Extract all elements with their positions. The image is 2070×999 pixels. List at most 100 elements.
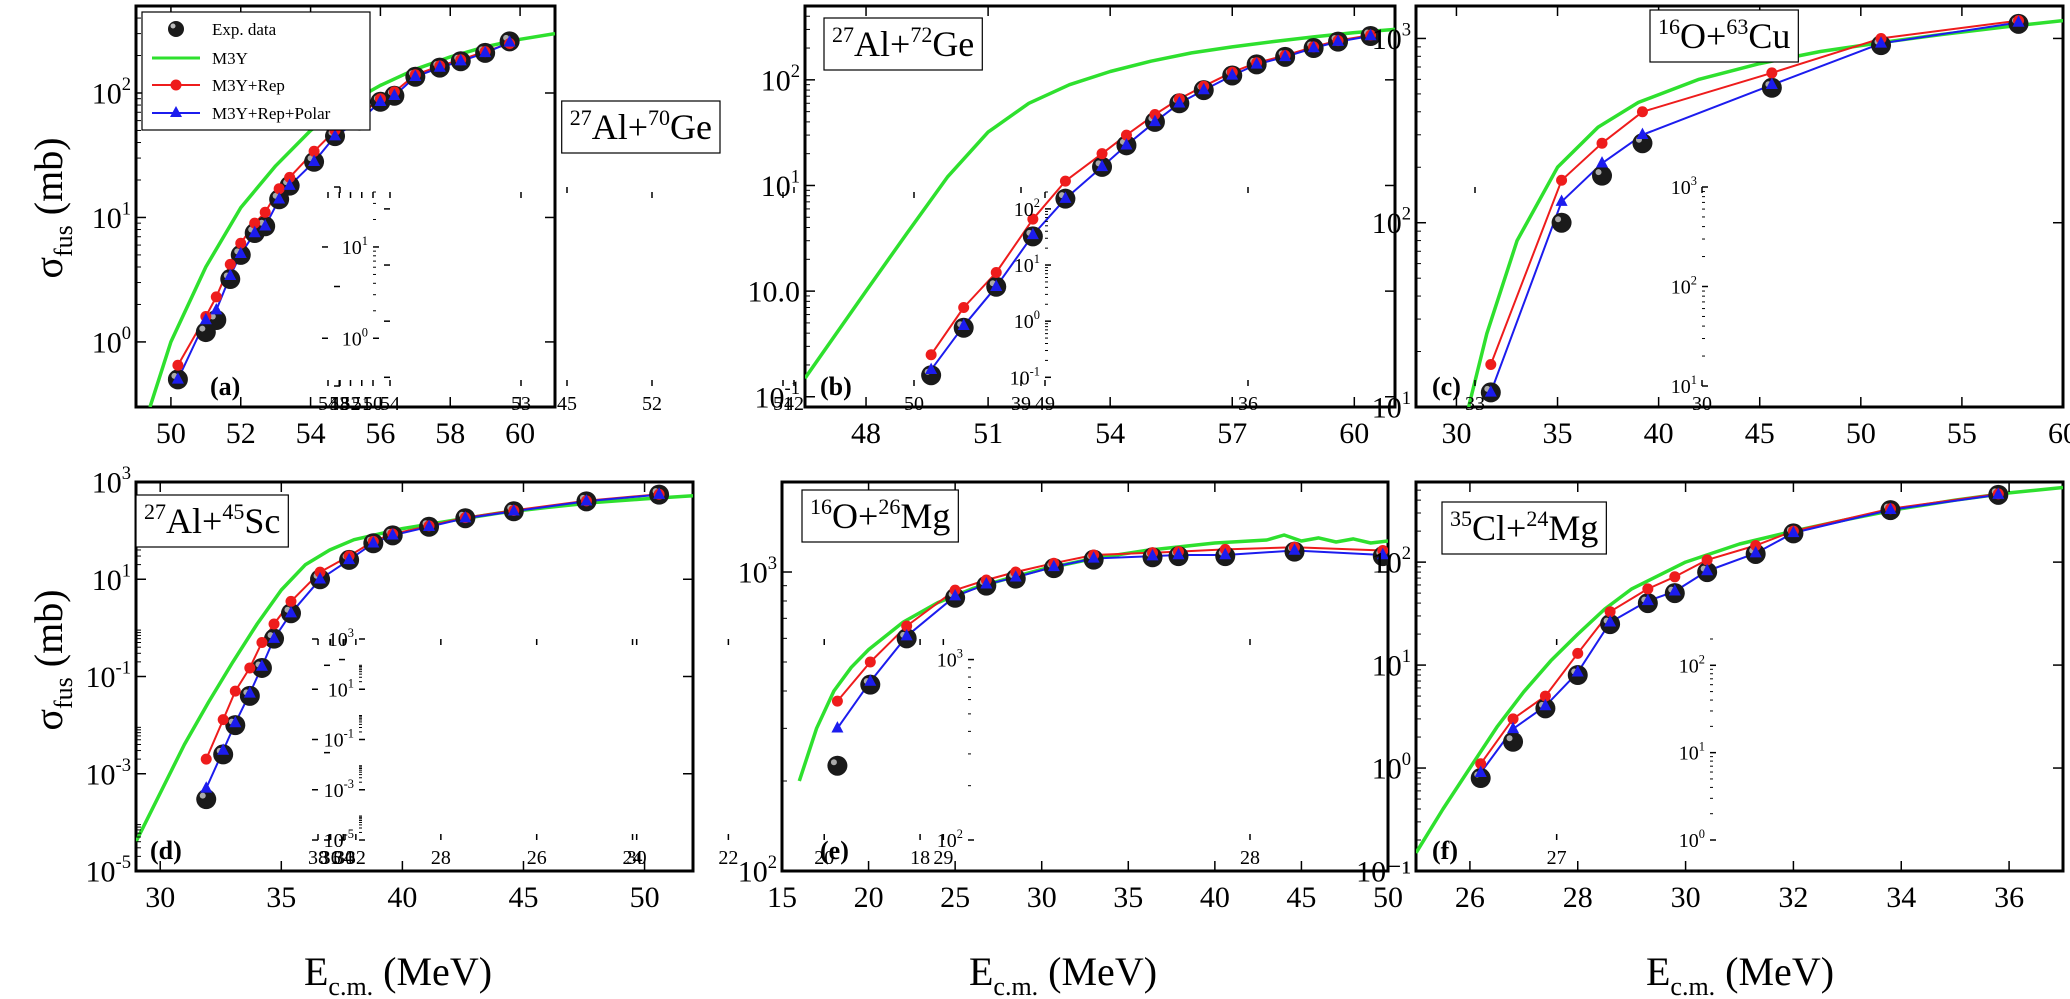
panel-a-exp-point-highlight bbox=[209, 313, 216, 320]
panel-d-inset-xtick-label: 36 bbox=[321, 847, 341, 869]
xlabel-sub-d: c.m. bbox=[328, 972, 373, 999]
panel-b-rep-point bbox=[1096, 148, 1108, 160]
panel-e-polar-point bbox=[1009, 570, 1022, 582]
legend-exp-label: Exp. data bbox=[212, 20, 277, 39]
panel-f-rep-point bbox=[1669, 571, 1681, 583]
panel-a-rep-point bbox=[224, 258, 236, 270]
panel-b-polar-line bbox=[930, 35, 1371, 371]
xlabel-unit-d: (MeV) bbox=[373, 949, 492, 994]
panel-d-polar-point bbox=[243, 686, 256, 698]
panel-b-polar-point bbox=[1279, 49, 1292, 62]
panel-c-inset-xtick-label: 33 bbox=[1465, 393, 1485, 415]
xlabel-unit-f: (MeV) bbox=[1715, 949, 1834, 994]
panel-a-ytick-label: 102 bbox=[92, 74, 131, 111]
panel-b-ytick-label: 10-1 bbox=[755, 378, 801, 415]
panel-c-exp-point bbox=[1592, 165, 1613, 186]
legend-entry-polar: M3Y+Rep+Polar bbox=[152, 104, 331, 123]
panel-b-inset-polar-point bbox=[752, 313, 761, 322]
svg-text:Ec.m. (MeV): Ec.m. (MeV) bbox=[1646, 949, 1834, 999]
panel-a-polar-point bbox=[248, 225, 261, 238]
panel-b-inset-xtick-label: 49 bbox=[1035, 393, 1055, 415]
svg-text:σfus (mb): σfus (mb) bbox=[26, 137, 78, 278]
y-axis-label-bottom: σfus (mb) bbox=[26, 589, 78, 730]
panel-e-polar-point bbox=[1146, 548, 1159, 561]
panel-e-polar-point bbox=[1047, 559, 1060, 572]
panel-c-xtick-label: 50 bbox=[1846, 417, 1876, 450]
panel-a-xtick-label: 52 bbox=[226, 417, 256, 450]
panel-f-inset-ytick-label: 100 bbox=[1679, 827, 1705, 852]
legend-m3y-label: M3Y bbox=[212, 49, 248, 68]
panel-e-ytick-label: 103 bbox=[738, 553, 777, 590]
panel-f-polar-markers bbox=[1474, 487, 2005, 777]
panel-d-xtick-label: 35 bbox=[266, 881, 296, 914]
panel-b-polar-point bbox=[1364, 28, 1377, 41]
panel-c-frame bbox=[1414, 4, 2065, 409]
panel-e-polar-point bbox=[900, 628, 913, 641]
panel-d-polar-point bbox=[229, 715, 242, 728]
panel-d-reaction: 27Al+45Sc bbox=[135, 494, 289, 548]
panel-b-xtick-label: 60 bbox=[1339, 417, 1369, 450]
panel-d-inset-ytick-label: 10-5 bbox=[324, 827, 354, 852]
panel-f-inset-polar-point bbox=[694, 685, 703, 694]
panel-d: 30 35 40 45 5010-510-310-11011033234363810-5… bbox=[86, 463, 695, 914]
panel-d-polar-line bbox=[205, 493, 660, 789]
ylabel-main-bottom: σ bbox=[26, 709, 71, 731]
panel-f-inset-xtick-label: 31 bbox=[320, 847, 340, 869]
panel-d-polar-point bbox=[423, 519, 436, 531]
legend-entry-m3y: M3Y bbox=[152, 49, 248, 68]
panel-c-inset-xtick-label: 48 bbox=[330, 393, 350, 415]
panel-f-reaction-box bbox=[1441, 501, 1607, 555]
panel-c-reaction-text: 16O+63Cu bbox=[1658, 14, 1790, 56]
xlabel-main-e: E bbox=[969, 949, 993, 994]
panel-a-polar-point bbox=[308, 154, 321, 167]
y-axis-label-top: σfus (mb) bbox=[26, 137, 78, 278]
panel-e-polar-point bbox=[1288, 543, 1301, 555]
panel-a-polar-point bbox=[210, 302, 223, 315]
panel-f-polar-point bbox=[1474, 765, 1487, 777]
panel-a-polar-point bbox=[224, 268, 237, 280]
panel-e: 15 20 25 30 35 40 45 50102103182022242628301021… bbox=[335, 480, 1403, 914]
panel-c-polar-point bbox=[1596, 156, 1609, 168]
panel-b-rep-point bbox=[958, 301, 970, 313]
panel-c-polar-point bbox=[1636, 127, 1649, 140]
panel-a-rep-point bbox=[210, 291, 222, 303]
panel-b-ytick-label: 101 bbox=[761, 166, 800, 203]
panel-b-polar-point bbox=[990, 279, 1003, 291]
panel-a-ytick-label: 100 bbox=[92, 323, 131, 360]
panel-c-rep-point bbox=[1556, 174, 1568, 186]
panel-e-polar-point bbox=[1172, 547, 1185, 560]
panel-f-rep-point bbox=[1701, 554, 1713, 566]
panel-d-inset-xtick-label: 32 bbox=[346, 847, 366, 869]
panel-e-inset-polar-point bbox=[714, 693, 723, 702]
panel-c-inset-xtick-label: 36 bbox=[1238, 393, 1258, 415]
panel-a-xtick-label: 50 bbox=[156, 417, 186, 450]
panel-c-ytick-label: 103 bbox=[1372, 19, 1411, 56]
panel-a-polar-point bbox=[259, 219, 272, 231]
panel-a-polar-point bbox=[409, 69, 422, 81]
panel-d-reaction-box bbox=[135, 494, 289, 548]
panel-c-rep-point bbox=[1766, 67, 1778, 79]
panel-b-polar-markers bbox=[925, 28, 1377, 374]
panel-e-inset-exp-point-highlight bbox=[716, 696, 719, 699]
panel-a-xtick-label: 58 bbox=[435, 417, 465, 450]
ylabel-unit-bottom: (mb) bbox=[26, 589, 71, 677]
panel-b-inset-xtick-label: 51 bbox=[773, 393, 793, 415]
svg-text:Ec.m. (MeV): Ec.m. (MeV) bbox=[304, 949, 492, 999]
panel-b-frame bbox=[803, 4, 1397, 409]
panel-d-inset-ytick-label: 10-1 bbox=[324, 727, 354, 752]
panel-c-inset-ytick-label: 103 bbox=[1671, 174, 1697, 199]
panel-b-xtick-label: 54 bbox=[1095, 417, 1125, 450]
panel-b-ytick-label: 10.0 bbox=[748, 276, 801, 309]
panel-d-rep-point bbox=[268, 618, 280, 630]
panel-f: 26 28 30 32 34 3610⁻¹100101102272829303110010… bbox=[320, 480, 2065, 914]
panel-a-rep-point bbox=[284, 171, 296, 183]
panel-d-inset-ytick-label: 101 bbox=[328, 676, 354, 701]
panel-e-inset-xtick-label: 28 bbox=[431, 847, 451, 869]
panel-e-polar-point bbox=[1376, 547, 1388, 560]
panel-e-reaction-text: 16O+26Mg bbox=[810, 494, 950, 536]
panel-b-inset-polar-point bbox=[634, 286, 643, 295]
panel-b-polar-point bbox=[925, 362, 938, 374]
panel-c-xtick-label: 60 bbox=[2048, 417, 2070, 450]
panel-f-inset-ytick-label: 102 bbox=[1679, 652, 1705, 677]
panel-e-inset-xtick-label: 18 bbox=[910, 847, 930, 869]
